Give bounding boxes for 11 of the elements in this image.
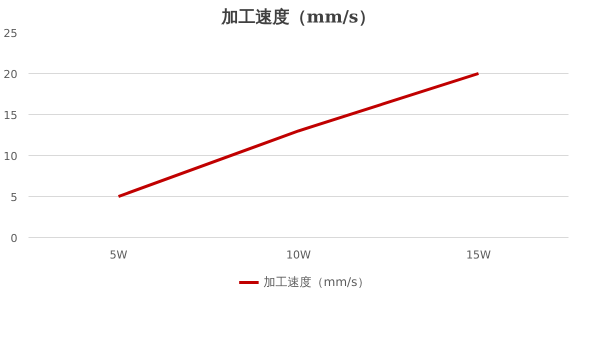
- y-tick-label: 5: [10, 191, 18, 204]
- chart-title: 加工速度（mm/s）: [220, 8, 376, 28]
- x-tick-label: 10W: [286, 248, 312, 262]
- legend-label: 加工速度（mm/s）: [264, 274, 370, 290]
- x-tick-label: 5W: [110, 248, 128, 262]
- y-tick-label: 25: [4, 27, 18, 40]
- x-tick-label: 15W: [466, 248, 492, 262]
- y-tick-label: 20: [4, 68, 18, 81]
- y-tick-label: 0: [10, 232, 18, 245]
- y-tick-label: 15: [4, 109, 18, 122]
- y-tick-label: 10: [4, 150, 18, 163]
